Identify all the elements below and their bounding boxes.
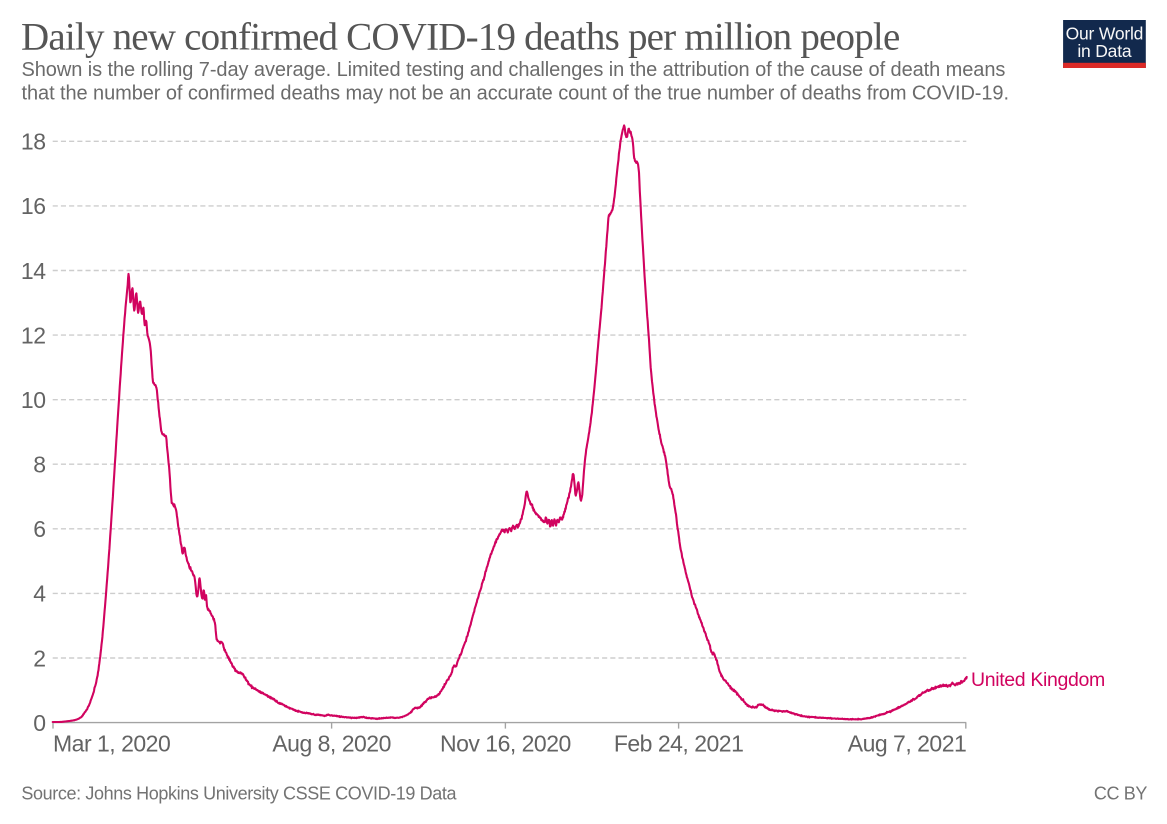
svg-text:in Data: in Data xyxy=(1077,41,1132,61)
svg-text:16: 16 xyxy=(21,193,46,219)
svg-text:10: 10 xyxy=(21,387,46,413)
svg-text:4: 4 xyxy=(33,581,46,607)
svg-text:Aug 8, 2020: Aug 8, 2020 xyxy=(272,731,391,757)
svg-text:12: 12 xyxy=(21,322,46,348)
svg-text:14: 14 xyxy=(21,258,46,284)
svg-text:Mar 1, 2020: Mar 1, 2020 xyxy=(53,731,170,757)
svg-text:CC BY: CC BY xyxy=(1094,784,1147,804)
svg-text:Source: Johns Hopkins Universi: Source: Johns Hopkins University CSSE CO… xyxy=(21,784,457,804)
svg-text:2: 2 xyxy=(33,645,45,671)
svg-text:Feb 24, 2021: Feb 24, 2021 xyxy=(614,731,744,757)
svg-text:Daily new confirmed COVID-19 d: Daily new confirmed COVID-19 deaths per … xyxy=(21,16,899,59)
svg-text:18: 18 xyxy=(21,129,46,155)
svg-text:that the number of confirmed d: that the number of confirmed deaths may … xyxy=(22,82,1009,104)
svg-text:0: 0 xyxy=(33,710,45,736)
svg-text:Nov 16, 2020: Nov 16, 2020 xyxy=(440,731,571,757)
svg-text:Aug 7, 2021: Aug 7, 2021 xyxy=(848,731,967,757)
svg-text:8: 8 xyxy=(33,452,45,478)
svg-text:6: 6 xyxy=(33,516,45,542)
svg-text:Our World: Our World xyxy=(1066,24,1144,44)
svg-text:United Kingdom: United Kingdom xyxy=(971,669,1105,691)
svg-text:Shown is the rolling 7-day ave: Shown is the rolling 7-day average. Limi… xyxy=(22,59,1006,81)
